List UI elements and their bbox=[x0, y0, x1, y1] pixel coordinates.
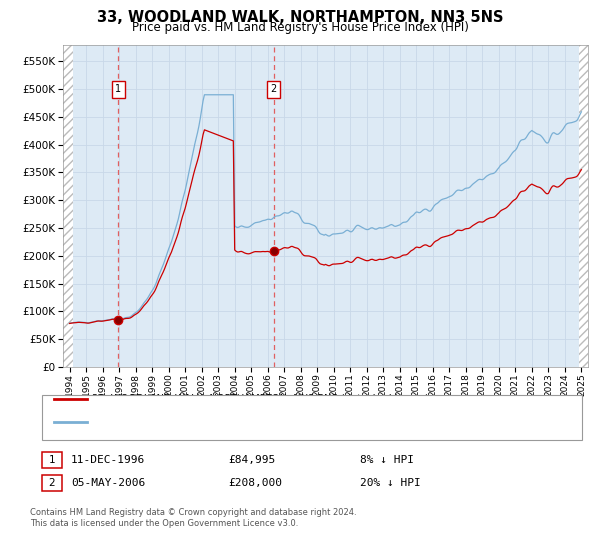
Text: Price paid vs. HM Land Registry's House Price Index (HPI): Price paid vs. HM Land Registry's House … bbox=[131, 21, 469, 34]
Text: 11-DEC-1996: 11-DEC-1996 bbox=[71, 455, 145, 465]
Text: 05-MAY-2006: 05-MAY-2006 bbox=[71, 478, 145, 488]
Text: 1: 1 bbox=[49, 455, 55, 465]
Text: 33, WOODLAND WALK, NORTHAMPTON, NN3 5NS: 33, WOODLAND WALK, NORTHAMPTON, NN3 5NS bbox=[97, 10, 503, 25]
Text: 33, WOODLAND WALK, NORTHAMPTON, NN3 5NS (detached house): 33, WOODLAND WALK, NORTHAMPTON, NN3 5NS … bbox=[92, 394, 428, 404]
Text: HPI: Average price, detached house, West Northamptonshire: HPI: Average price, detached house, West… bbox=[92, 417, 394, 427]
Text: 20% ↓ HPI: 20% ↓ HPI bbox=[360, 478, 421, 488]
Bar bbox=[579, 45, 590, 367]
Text: 1: 1 bbox=[115, 84, 121, 94]
Text: 2: 2 bbox=[49, 478, 55, 488]
Text: £208,000: £208,000 bbox=[228, 478, 282, 488]
Text: 8% ↓ HPI: 8% ↓ HPI bbox=[360, 455, 414, 465]
Text: £84,995: £84,995 bbox=[228, 455, 275, 465]
Bar bbox=[61, 45, 73, 367]
Text: 2: 2 bbox=[271, 84, 277, 94]
Text: Contains HM Land Registry data © Crown copyright and database right 2024.
This d: Contains HM Land Registry data © Crown c… bbox=[30, 508, 356, 528]
